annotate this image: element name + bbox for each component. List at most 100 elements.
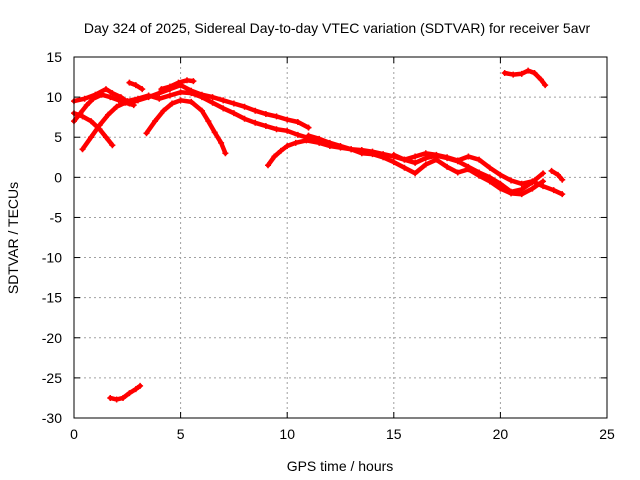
series-arc-12 xyxy=(126,79,146,93)
data-point xyxy=(337,143,344,150)
y-tick-label: -15 xyxy=(42,290,62,306)
data-point xyxy=(205,118,212,125)
data-point xyxy=(230,110,237,117)
data-point xyxy=(412,170,419,177)
data-point xyxy=(88,118,95,125)
data-point xyxy=(390,159,397,166)
data-point xyxy=(559,191,566,198)
series-arc-11 xyxy=(107,382,144,403)
data-point xyxy=(422,150,429,157)
data-point xyxy=(83,102,90,109)
data-point xyxy=(525,67,532,74)
data-point xyxy=(542,82,549,89)
data-point xyxy=(109,142,116,149)
data-point xyxy=(130,102,137,109)
data-point xyxy=(102,134,109,141)
data-point xyxy=(145,92,152,99)
data-point xyxy=(550,187,557,194)
data-point xyxy=(252,107,259,114)
series-arc-3 xyxy=(71,110,116,149)
data-point xyxy=(230,100,237,107)
series-arc-9 xyxy=(548,167,566,183)
y-tick-label: -5 xyxy=(50,209,63,225)
data-point xyxy=(152,118,159,125)
data-point xyxy=(183,77,190,84)
data-point xyxy=(454,157,461,164)
chart-title: Day 324 of 2025, Sidereal Day-to-day VTE… xyxy=(84,20,591,36)
data-point xyxy=(501,70,508,77)
y-tick-label: -25 xyxy=(42,370,62,386)
data-point xyxy=(209,99,216,106)
data-point xyxy=(120,394,127,401)
series-arc-13 xyxy=(158,77,197,93)
data-point xyxy=(548,167,555,174)
data-point xyxy=(454,169,461,176)
y-tick-label: 5 xyxy=(54,129,62,145)
data-point xyxy=(508,190,515,197)
data-point xyxy=(190,78,197,85)
data-point xyxy=(241,103,248,110)
x-axis-label: GPS time / hours xyxy=(287,458,394,474)
x-tick-label: 0 xyxy=(70,426,78,442)
data-point xyxy=(284,127,291,134)
data-point xyxy=(143,130,150,137)
data-point xyxy=(102,86,109,93)
data-point xyxy=(220,97,227,104)
data-point xyxy=(262,110,269,117)
data-point xyxy=(109,90,116,97)
data-point xyxy=(209,94,216,101)
y-tick-label: -10 xyxy=(42,250,62,266)
x-tick-label: 5 xyxy=(177,426,185,442)
data-point xyxy=(175,79,182,86)
plot-frame xyxy=(73,56,608,419)
data-point xyxy=(107,94,114,101)
data-point xyxy=(79,146,86,153)
data-point xyxy=(166,92,173,99)
data-point xyxy=(531,70,538,77)
data-point xyxy=(303,137,310,144)
data-point xyxy=(486,164,493,171)
data-point xyxy=(292,139,299,146)
data-point xyxy=(139,86,146,93)
data-point xyxy=(158,86,165,93)
data-point xyxy=(88,134,95,141)
data-point xyxy=(465,166,472,173)
x-tick-label: 20 xyxy=(493,426,509,442)
data-point xyxy=(540,170,547,177)
data-point xyxy=(518,70,525,77)
data-point xyxy=(188,90,195,97)
data-point xyxy=(222,150,229,157)
data-point xyxy=(508,177,515,184)
data-point xyxy=(211,129,218,136)
data-point xyxy=(497,185,504,192)
data-point xyxy=(273,126,280,133)
series-arc-4 xyxy=(79,99,137,153)
series-arc-2 xyxy=(71,89,333,148)
data-point xyxy=(433,151,440,158)
data-point xyxy=(188,98,195,105)
data-point xyxy=(444,163,451,170)
data-point xyxy=(134,95,141,102)
data-point xyxy=(273,113,280,120)
data-point xyxy=(390,151,397,158)
data-point xyxy=(412,159,419,166)
data-point xyxy=(252,119,259,126)
data-point xyxy=(198,107,205,114)
data-point xyxy=(262,122,269,129)
data-point xyxy=(90,95,97,102)
data-point xyxy=(380,154,387,161)
data-point xyxy=(529,178,536,185)
data-point xyxy=(358,150,365,157)
y-tick-label: 15 xyxy=(46,49,62,65)
data-point xyxy=(465,153,472,160)
data-point xyxy=(369,151,376,158)
y-tick-label: -30 xyxy=(42,410,62,426)
data-point xyxy=(126,79,133,86)
data-point xyxy=(294,118,301,125)
data-point xyxy=(305,132,312,139)
data-point xyxy=(554,171,561,178)
data-series-group xyxy=(71,67,566,403)
x-tick-label: 15 xyxy=(386,426,402,442)
